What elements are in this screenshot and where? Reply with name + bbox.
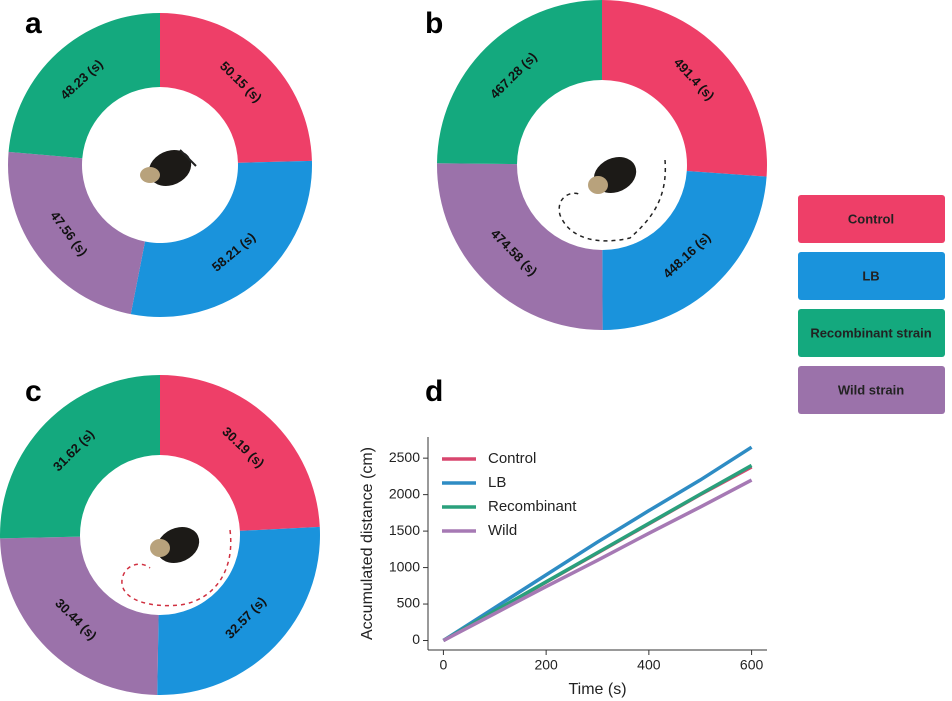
- panel-label: d: [425, 375, 443, 408]
- y-tick-label: 1500: [389, 522, 420, 538]
- x-tick-label: 200: [534, 657, 558, 673]
- y-tick-label: 1000: [389, 558, 420, 574]
- legend-label: LB: [862, 268, 879, 283]
- legend-label: Control: [848, 211, 894, 226]
- legend-label: Wild strain: [838, 382, 904, 397]
- x-axis-label: Time (s): [568, 681, 626, 698]
- panel-label: a: [25, 7, 42, 40]
- donut-segment: [437, 0, 602, 164]
- panel-label: b: [425, 7, 443, 40]
- x-tick-label: 600: [740, 657, 764, 673]
- x-tick-label: 400: [637, 657, 661, 673]
- beetle-c: [122, 520, 231, 605]
- legend-label: Recombinant: [488, 498, 577, 515]
- beetle-a: [140, 143, 197, 192]
- y-tick-label: 500: [397, 595, 421, 611]
- donut-segment: [602, 0, 767, 177]
- legend-label: Recombinant strain: [810, 325, 931, 340]
- donut-segment: [160, 13, 312, 163]
- y-tick-label: 2500: [389, 449, 420, 465]
- beetle-b: [559, 150, 665, 241]
- x-tick-label: 0: [440, 657, 448, 673]
- y-tick-label: 2000: [389, 485, 420, 501]
- panel-label: c: [25, 375, 42, 408]
- legend-label: Wild: [488, 522, 517, 539]
- y-tick-label: 0: [412, 631, 420, 647]
- figure: Control LB Recombinant strain Wild strain a 5…: [0, 0, 952, 701]
- charts: Control LB Recombinant strain Wild strain a 5…: [0, 0, 945, 698]
- y-axis-label: Accumulated distance (cm): [359, 447, 376, 640]
- legend-label: LB: [488, 474, 506, 491]
- donut-segment: [0, 375, 160, 538]
- legend-label: Control: [488, 450, 536, 467]
